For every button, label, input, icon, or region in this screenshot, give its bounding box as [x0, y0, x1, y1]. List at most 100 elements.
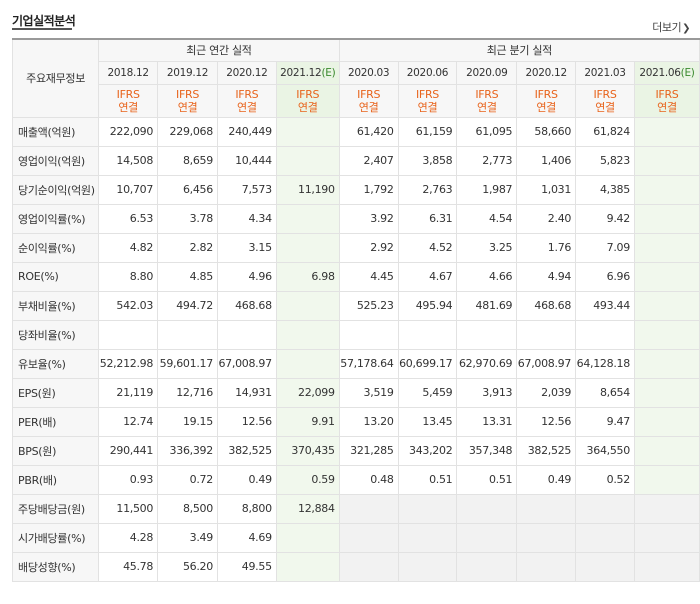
table-cell: 9.91 — [275, 406, 340, 437]
column-date: 2021.12(E) — [275, 60, 340, 85]
table-cell — [98, 319, 159, 350]
table-cell — [338, 551, 399, 582]
table-cell — [633, 464, 700, 495]
table-cell: 357,348 — [456, 435, 518, 466]
table-cell: 2,407 — [338, 145, 399, 176]
table-row: 당좌비율(%) — [11, 319, 700, 350]
column-date-text: 2018.12 — [107, 66, 149, 79]
table-cell: 67,008.97 — [516, 348, 577, 379]
table-cell — [633, 406, 700, 437]
table-cell — [275, 319, 340, 350]
table-cell: 493.44 — [575, 290, 635, 321]
section-header: 기업실적분석 더보기❯ — [0, 0, 700, 38]
table-row: PBR(배) 0.93 0.72 0.49 0.59 0.48 0.51 0.51 0.49 0.… — [11, 464, 700, 495]
table-cell: 4.82 — [98, 232, 159, 263]
table-cell: 6.53 — [98, 203, 159, 234]
ifrs-label: IFRS — [655, 87, 679, 101]
table-cell — [456, 319, 518, 350]
column-accounting-standard: IFRS 연결 — [216, 83, 277, 118]
consolidated-label: 연결 — [118, 100, 138, 114]
table-cell: 382,525 — [516, 435, 577, 466]
table-cell: 3,519 — [338, 377, 399, 408]
table-cell — [338, 522, 399, 553]
table-cell — [275, 116, 340, 147]
ifrs-label: IFRS — [415, 87, 439, 101]
table-cell: 49.55 — [216, 551, 277, 582]
table-cell — [516, 551, 577, 582]
column-date-text: 2020.06 — [406, 66, 449, 79]
table-cell: 1.76 — [516, 232, 577, 263]
table-cell: 336,392 — [157, 435, 218, 466]
table-cell — [633, 522, 700, 553]
row-label: 배당성향(%) — [11, 551, 100, 582]
table-cell: 56.20 — [157, 551, 218, 582]
quarterly-group-header: 최근 분기 실적 — [338, 38, 700, 62]
table-cell: 7,573 — [216, 174, 277, 205]
table-row: 주당배당금(원) 11,500 8,500 8,800 12,884 — [11, 493, 700, 524]
table-cell: 1,031 — [516, 174, 577, 205]
more-link[interactable]: 더보기❯ — [652, 19, 690, 35]
table-cell: 0.51 — [456, 464, 518, 495]
table-cell: 3,858 — [397, 145, 458, 176]
table-cell — [516, 522, 577, 553]
table-cell — [275, 348, 340, 379]
table-cell: 8.80 — [98, 261, 159, 292]
table-cell: 4.52 — [397, 232, 458, 263]
consolidated-label: 연결 — [536, 100, 556, 114]
ifrs-label: IFRS — [475, 87, 499, 101]
column-date-text: 2020.12 — [525, 66, 568, 79]
table-cell: 58,660 — [516, 116, 577, 147]
table-cell — [275, 551, 340, 582]
table-cell: 13.45 — [397, 406, 458, 437]
table-cell: 61,420 — [338, 116, 399, 147]
table-cell: 494.72 — [157, 290, 218, 321]
column-date: 2020.12 — [516, 60, 577, 85]
consolidated-label: 연결 — [358, 100, 379, 114]
table-cell — [275, 522, 340, 553]
table-cell: 2,039 — [516, 377, 577, 408]
table-cell — [633, 493, 700, 524]
table-cell: 343,202 — [397, 435, 458, 466]
table-cell: 3.78 — [157, 203, 218, 234]
table-cell: 222,090 — [98, 116, 159, 147]
column-date: 2020.12 — [216, 60, 277, 85]
table-cell: 11,500 — [98, 493, 159, 524]
table-cell — [338, 319, 399, 350]
table-cell — [397, 522, 458, 553]
column-accounting-standard: IFRS 연결 — [98, 83, 159, 118]
table-cell — [275, 290, 340, 321]
section-title: 기업실적분석 — [12, 14, 76, 28]
table-cell — [575, 551, 635, 582]
table-cell: 59,601.17 — [157, 348, 218, 379]
row-label: PBR(배) — [11, 464, 100, 495]
consolidated-label: 연결 — [177, 100, 198, 114]
table-cell: 6,456 — [157, 174, 218, 205]
column-date: 2020.03 — [338, 60, 399, 85]
table-row: 영업이익(억원) 14,508 8,659 10,444 2,407 3,858 2,773… — [11, 145, 700, 176]
table-cell: 2,763 — [397, 174, 458, 205]
table-cell — [338, 493, 399, 524]
consolidated-label: 연결 — [595, 100, 615, 114]
table-cell: 6.31 — [397, 203, 458, 234]
table-cell: 5,823 — [575, 145, 635, 176]
table-cell: 4.96 — [216, 261, 277, 292]
table-cell: 4,385 — [575, 174, 635, 205]
table-cell: 4.69 — [216, 522, 277, 553]
table-cell: 1,406 — [516, 145, 577, 176]
table-cell — [575, 319, 635, 350]
table-row: 영업이익률(%) 6.53 3.78 4.34 3.92 6.31 4.54 2.40 9.42 — [11, 203, 700, 234]
table-cell: 6.98 — [275, 261, 340, 292]
table-cell — [397, 493, 458, 524]
row-label: 주당배당금(원) — [11, 493, 100, 524]
table-cell: 13.20 — [338, 406, 399, 437]
row-label: 당기순이익(억원) — [11, 174, 100, 205]
table-cell: 321,285 — [338, 435, 399, 466]
table-cell: 481.69 — [456, 290, 518, 321]
table-cell: 382,525 — [216, 435, 277, 466]
ifrs-label: IFRS — [534, 87, 558, 101]
table-cell: 22,099 — [275, 377, 340, 408]
column-date-text: 2020.03 — [347, 66, 390, 79]
table-row: PER(배) 12.74 19.15 12.56 9.91 13.20 13.45 13.31… — [11, 406, 700, 437]
ifrs-label: IFRS — [116, 87, 140, 101]
column-date-text: 2020.09 — [466, 66, 508, 79]
